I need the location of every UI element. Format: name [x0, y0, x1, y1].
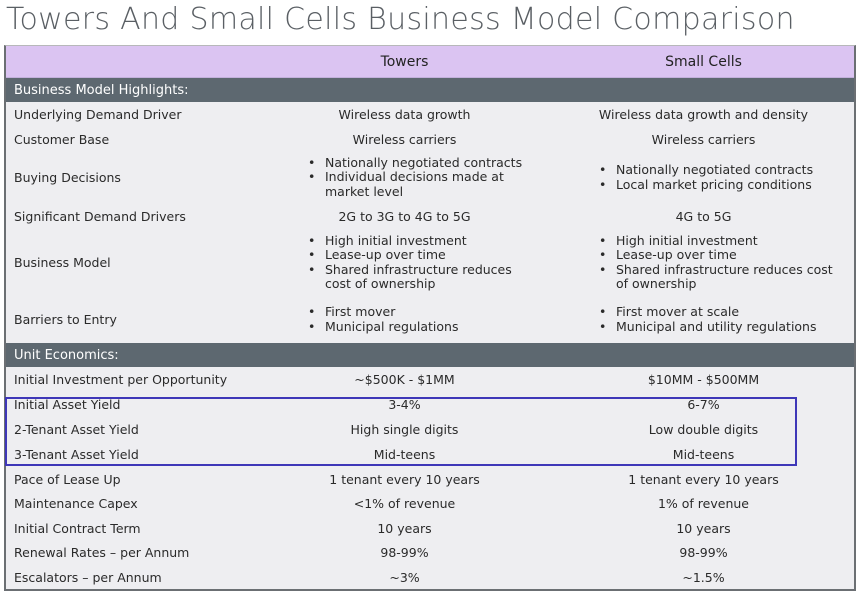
- towers-cell: Wireless carriers: [352, 131, 457, 147]
- small-cells-cell: 6-7%: [687, 397, 720, 412]
- list-item: Municipal regulations: [306, 319, 553, 335]
- small-cells-cell: ~1.5%: [682, 569, 725, 585]
- table-row: Escalators – per Annum ~3% ~1.5%: [6, 565, 854, 589]
- row-label: Initial Asset Yield: [14, 397, 121, 412]
- towers-cell: Mid-teens: [373, 447, 436, 462]
- towers-cell: Nationally negotiated contracts Individu…: [256, 155, 553, 200]
- row-label: Significant Demand Drivers: [14, 209, 186, 224]
- list-item: Local market pricing conditions: [597, 177, 854, 193]
- table-row: 2-Tenant Asset Yield High single digits …: [6, 417, 854, 442]
- towers-cell: <1% of revenue: [353, 496, 456, 511]
- list-item: Nationally negotiated contracts: [597, 162, 854, 178]
- table-row: Customer Base Wireless carriers Wireless…: [6, 127, 854, 151]
- towers-cell: ~$500K - $1MM: [354, 372, 455, 387]
- table-row: Significant Demand Drivers 2G to 3G to 4…: [6, 204, 854, 229]
- table-row: 3-Tenant Asset Yield Mid-teens Mid-teens: [6, 442, 854, 467]
- small-cells-cell: $10MM - $500MM: [647, 372, 760, 387]
- section-business-model-highlights: Business Model Highlights:: [6, 78, 854, 102]
- row-label: Buying Decisions: [14, 170, 121, 185]
- list-item: Municipal and utility regulations: [597, 319, 854, 335]
- towers-cell: 3-4%: [388, 397, 421, 412]
- towers-cell: 10 years: [377, 520, 432, 536]
- list-item: High initial investment: [597, 233, 842, 249]
- list-item: Lease-up over time: [306, 247, 541, 263]
- towers-cell: ~3%: [389, 569, 420, 585]
- small-cells-cell: Mid-teens: [672, 447, 735, 462]
- table-row: Pace of Lease Up 1 tenant every 10 years…: [6, 467, 854, 491]
- small-cells-cell: High initial investment Lease-up over ti…: [553, 233, 854, 292]
- small-cells-cell: 1 tenant every 10 years: [628, 471, 779, 487]
- list-item: First mover: [306, 304, 553, 320]
- small-cells-cell: First mover at scale Municipal and utili…: [553, 304, 854, 335]
- towers-cell: High initial investment Lease-up over ti…: [256, 233, 553, 292]
- table-row: Initial Investment per Opportunity ~$500…: [6, 367, 854, 392]
- table-row: Initial Asset Yield 3-4% 6-7%: [6, 392, 854, 417]
- row-label: Escalators – per Annum: [14, 569, 162, 585]
- list-item: First mover at scale: [597, 304, 854, 320]
- list-item: Lease-up over time: [597, 247, 842, 263]
- table-row: Underlying Demand Driver Wireless data g…: [6, 102, 854, 127]
- header-towers: Towers: [380, 53, 429, 70]
- comparison-table: Towers Small Cells Business Model Highli…: [4, 45, 856, 591]
- small-cells-cell: Low double digits: [648, 422, 759, 437]
- section-unit-economics: Unit Economics:: [6, 343, 854, 367]
- row-label: Maintenance Capex: [14, 496, 138, 511]
- list-item: Nationally negotiated contracts: [306, 155, 546, 171]
- towers-cell: 2G to 3G to 4G to 5G: [338, 209, 471, 224]
- table-row: Buying Decisions Nationally negotiated c…: [6, 151, 854, 204]
- row-label: Business Model: [14, 255, 111, 270]
- page-title: Towers And Small Cells Business Model Co…: [6, 2, 795, 37]
- small-cells-cell: Nationally negotiated contracts Local ma…: [553, 162, 854, 193]
- table-header-row: Towers Small Cells: [6, 46, 854, 78]
- table-row: Barriers to Entry First mover Municipal …: [6, 296, 854, 343]
- small-cells-cell: Wireless carriers: [651, 131, 756, 147]
- towers-cell: 98-99%: [380, 545, 429, 560]
- list-item: Shared infrastructure reduces cost of ow…: [597, 262, 842, 292]
- small-cells-cell: 1% of revenue: [657, 496, 749, 511]
- towers-cell: First mover Municipal regulations: [256, 304, 553, 335]
- row-label: Initial Investment per Opportunity: [14, 372, 228, 387]
- towers-cell: 1 tenant every 10 years: [329, 471, 480, 487]
- small-cells-cell: Wireless data growth and density: [598, 107, 809, 122]
- row-label: Pace of Lease Up: [14, 471, 121, 487]
- header-small-cells: Small Cells: [665, 53, 742, 70]
- table-row: Initial Contract Term 10 years 10 years: [6, 516, 854, 540]
- row-label: Initial Contract Term: [14, 520, 141, 536]
- table-row: Maintenance Capex <1% of revenue 1% of r…: [6, 491, 854, 516]
- row-label: Underlying Demand Driver: [14, 107, 182, 122]
- row-label: Renewal Rates – per Annum: [14, 545, 190, 560]
- list-item: Individual decisions made at market leve…: [306, 170, 546, 199]
- small-cells-cell: 10 years: [676, 520, 731, 536]
- list-item: Shared infrastructure reduces cost of ow…: [306, 262, 541, 292]
- small-cells-cell: 98-99%: [679, 545, 728, 560]
- row-label: Barriers to Entry: [14, 312, 117, 327]
- towers-cell: Wireless data growth: [338, 107, 471, 122]
- table-row: Renewal Rates – per Annum 98-99% 98-99%: [6, 540, 854, 565]
- table-row: Business Model High initial investment L…: [6, 229, 854, 296]
- towers-cell: High single digits: [350, 422, 459, 437]
- row-label: Customer Base: [14, 131, 110, 147]
- row-label: 2-Tenant Asset Yield: [14, 422, 139, 437]
- small-cells-cell: 4G to 5G: [675, 209, 732, 224]
- list-item: High initial investment: [306, 233, 541, 249]
- row-label: 3-Tenant Asset Yield: [14, 447, 139, 462]
